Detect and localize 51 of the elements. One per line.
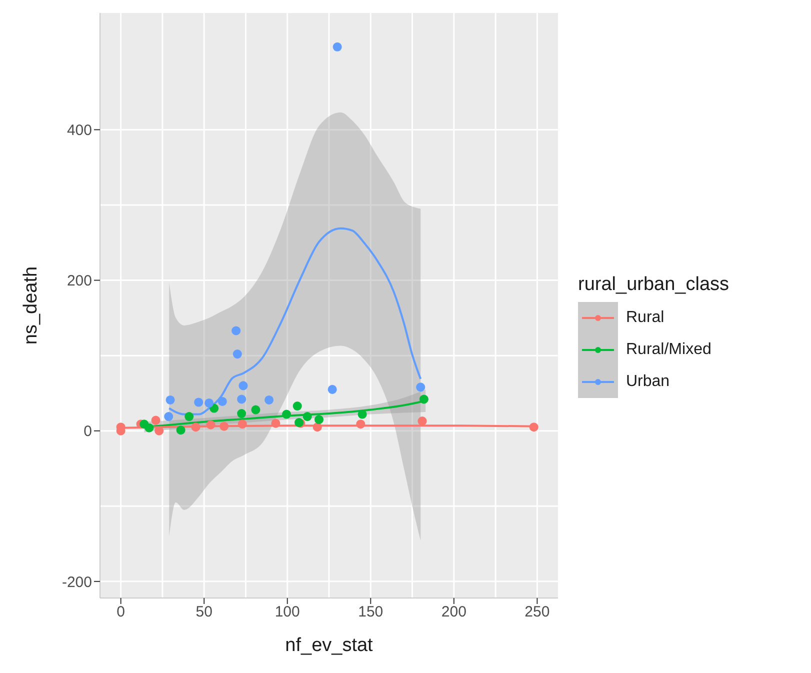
point	[328, 384, 337, 394]
point	[238, 381, 248, 390]
x-tick-label: 50	[196, 604, 212, 621]
point	[151, 416, 160, 425]
point	[237, 394, 246, 404]
point	[332, 42, 342, 52]
point	[166, 395, 175, 404]
x-tick-label: 200	[441, 604, 466, 621]
point	[232, 350, 242, 359]
point	[302, 412, 312, 422]
point	[232, 326, 241, 336]
point	[194, 398, 204, 407]
point	[314, 415, 324, 424]
point	[218, 396, 227, 406]
point	[237, 409, 246, 418]
y-axis-title: ns_death	[20, 266, 42, 345]
point	[220, 422, 229, 431]
point	[418, 416, 427, 426]
x-tick-label: 250	[524, 604, 550, 621]
point	[271, 418, 280, 428]
legend-label: Urban	[625, 372, 671, 392]
point	[312, 422, 322, 432]
point	[251, 405, 260, 414]
x-tick-label: 150	[358, 604, 384, 621]
point	[356, 420, 366, 429]
point	[184, 412, 194, 422]
legend-label: Rural	[625, 308, 666, 328]
point	[529, 422, 538, 432]
y-tick-label: 0	[84, 423, 92, 440]
point	[282, 410, 292, 419]
x-tick-label: 100	[274, 604, 300, 621]
x-axis-title: nf_ev_stat	[285, 635, 374, 656]
point	[292, 402, 302, 411]
point	[264, 395, 274, 404]
point	[154, 426, 164, 436]
y-tick-label: -200	[62, 574, 92, 591]
point	[419, 394, 428, 404]
point	[358, 410, 367, 419]
point	[176, 426, 186, 435]
legend-title: rural_urban_class	[578, 274, 730, 296]
point	[238, 420, 247, 429]
legend-label: Rural/Mixed	[625, 340, 712, 360]
point	[206, 420, 216, 430]
point	[416, 382, 426, 392]
y-tick-label: 400	[66, 122, 92, 140]
point	[144, 423, 154, 432]
y-tick-label: 200	[66, 272, 92, 290]
x-tick-label: 0	[116, 604, 125, 621]
point	[164, 412, 174, 422]
point	[191, 422, 200, 432]
point	[204, 398, 214, 408]
